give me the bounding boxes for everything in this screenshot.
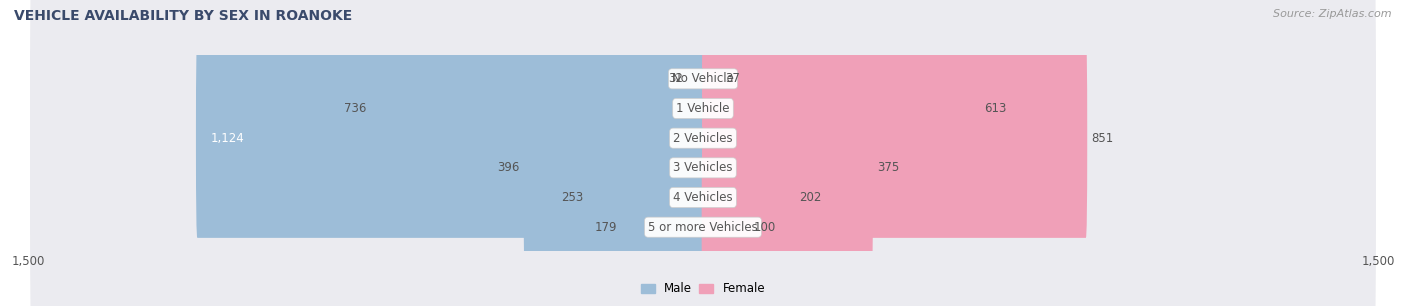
Text: 1 Vehicle: 1 Vehicle: [676, 102, 730, 115]
FancyBboxPatch shape: [371, 9, 704, 208]
FancyBboxPatch shape: [702, 9, 980, 208]
FancyBboxPatch shape: [702, 68, 873, 267]
FancyBboxPatch shape: [523, 68, 704, 267]
Text: 32: 32: [668, 72, 683, 85]
FancyBboxPatch shape: [588, 98, 704, 297]
FancyBboxPatch shape: [688, 0, 704, 178]
Text: VEHICLE AVAILABILITY BY SEX IN ROANOKE: VEHICLE AVAILABILITY BY SEX IN ROANOKE: [14, 9, 353, 23]
Text: 2 Vehicles: 2 Vehicles: [673, 132, 733, 145]
Text: 100: 100: [754, 221, 776, 234]
Text: 1,124: 1,124: [211, 132, 245, 145]
Text: 37: 37: [725, 72, 740, 85]
Text: 396: 396: [498, 161, 519, 174]
Text: Source: ZipAtlas.com: Source: ZipAtlas.com: [1274, 9, 1392, 19]
Text: No Vehicle: No Vehicle: [672, 72, 734, 85]
Text: 179: 179: [595, 221, 617, 234]
Text: 5 or more Vehicles: 5 or more Vehicles: [648, 221, 758, 234]
Text: 202: 202: [799, 191, 821, 204]
Text: 253: 253: [561, 191, 583, 204]
FancyBboxPatch shape: [31, 39, 1375, 306]
FancyBboxPatch shape: [31, 9, 1375, 306]
FancyBboxPatch shape: [195, 39, 704, 238]
Legend: Male, Female: Male, Female: [636, 278, 770, 300]
FancyBboxPatch shape: [702, 0, 721, 178]
FancyBboxPatch shape: [31, 68, 1375, 306]
Text: 3 Vehicles: 3 Vehicles: [673, 161, 733, 174]
FancyBboxPatch shape: [702, 98, 796, 297]
Text: 375: 375: [877, 161, 900, 174]
Text: 851: 851: [1091, 132, 1114, 145]
FancyBboxPatch shape: [31, 0, 1375, 297]
Text: 613: 613: [984, 102, 1007, 115]
FancyBboxPatch shape: [702, 128, 749, 306]
Text: 736: 736: [344, 102, 367, 115]
FancyBboxPatch shape: [702, 39, 1087, 238]
FancyBboxPatch shape: [621, 128, 704, 306]
FancyBboxPatch shape: [31, 0, 1375, 267]
FancyBboxPatch shape: [31, 0, 1375, 238]
Text: 4 Vehicles: 4 Vehicles: [673, 191, 733, 204]
